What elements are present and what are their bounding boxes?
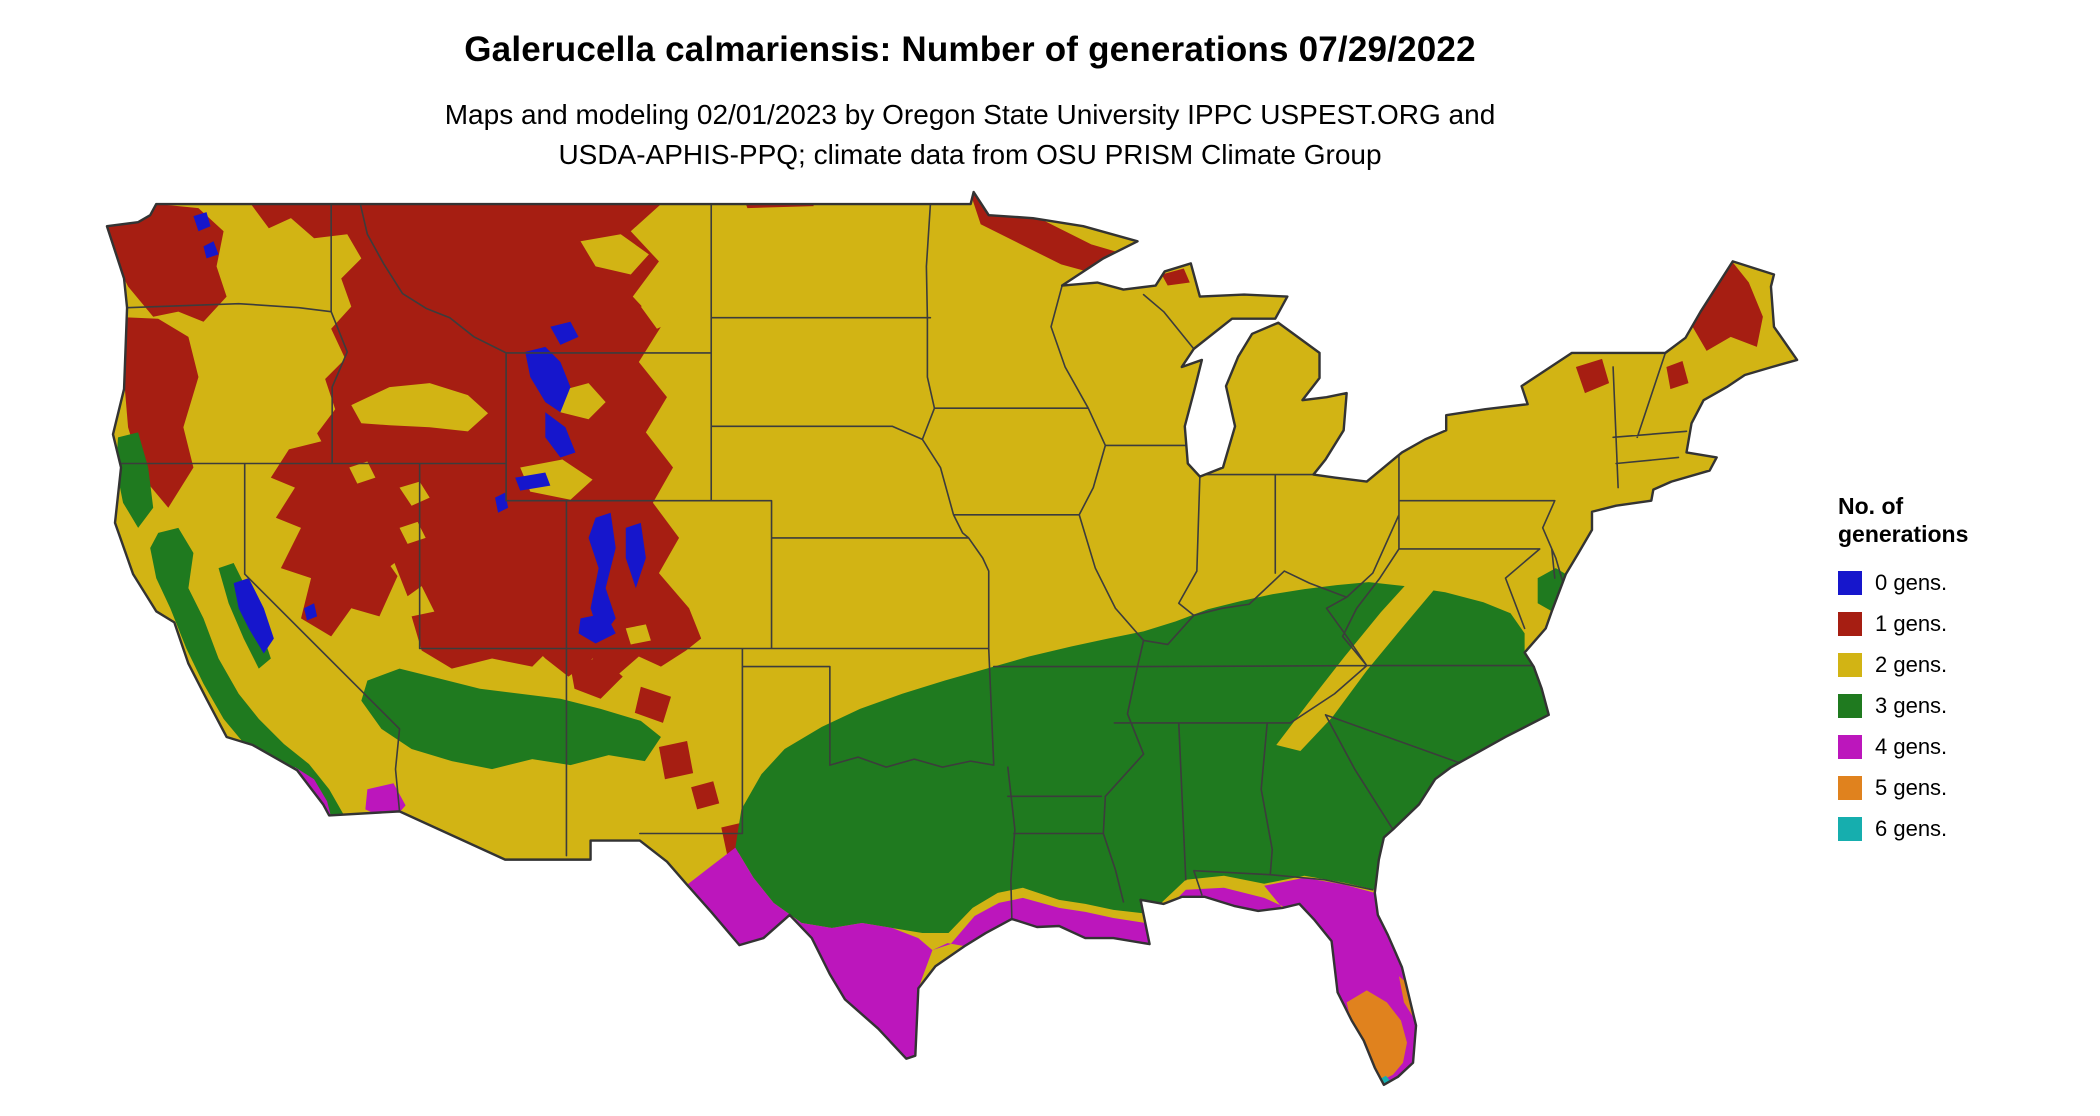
legend: No. of generations 0 gens. 1 gens. 2 gen… — [1838, 492, 2088, 842]
legend-item-label: 4 gens. — [1875, 734, 1948, 760]
legend-swatch-6-gens — [1838, 817, 1862, 842]
map-credits: Maps and modeling 02/01/2023 by Oregon S… — [0, 95, 1940, 175]
map-region-5-gens — [1346, 976, 1415, 1081]
legend-swatch-0-gens — [1838, 571, 1862, 596]
legend-item: 6 gens. — [1838, 816, 2088, 842]
legend-item: 0 gens. — [1838, 570, 2088, 596]
legend-item: 4 gens. — [1838, 734, 2088, 760]
legend-item-label: 2 gens. — [1875, 652, 1948, 678]
us-generations-map — [105, 190, 1799, 1087]
map-region-3-gens — [116, 432, 1566, 934]
legend-item-label: 5 gens. — [1875, 775, 1948, 801]
legend-items: 0 gens. 1 gens. 2 gens. 3 gens. 4 gens. … — [1838, 570, 2088, 842]
legend-item-label: 0 gens. — [1875, 570, 1948, 596]
us-outline — [105, 190, 1799, 1087]
legend-swatch-3-gens — [1838, 694, 1862, 719]
map-credits-line1: Maps and modeling 02/01/2023 by Oregon S… — [444, 99, 1496, 130]
legend-swatch-5-gens — [1838, 776, 1862, 801]
map-region-0-gens — [193, 212, 646, 654]
legend-swatch-2-gens — [1838, 653, 1862, 678]
legend-swatch-4-gens — [1838, 735, 1862, 760]
map-region-4-gens — [290, 767, 1417, 1085]
map-credits-line2: USDA-APHIS-PPQ; climate data from OSU PR… — [558, 138, 1382, 170]
legend-title-line1: No. of — [1838, 493, 1904, 519]
legend-item: 1 gens. — [1838, 611, 2088, 637]
page-title: Galerucella calmariensis: Number of gene… — [464, 30, 1476, 69]
legend-item: 5 gens. — [1838, 775, 2088, 801]
map-region-1-gens — [106, 192, 1763, 856]
state-borders — [114, 203, 1688, 920]
legend-item-label: 3 gens. — [1875, 693, 1948, 719]
legend-item: 2 gens. — [1838, 652, 2088, 678]
legend-item: 3 gens. — [1838, 693, 2088, 719]
map-container — [95, 186, 1800, 1111]
legend-title-line2: generations — [1838, 521, 1969, 548]
legend-item-label: 6 gens. — [1875, 816, 1948, 842]
legend-swatch-1-gens — [1838, 612, 1862, 637]
legend-title: No. of generations — [1838, 492, 2088, 548]
legend-item-label: 1 gens. — [1875, 611, 1948, 637]
